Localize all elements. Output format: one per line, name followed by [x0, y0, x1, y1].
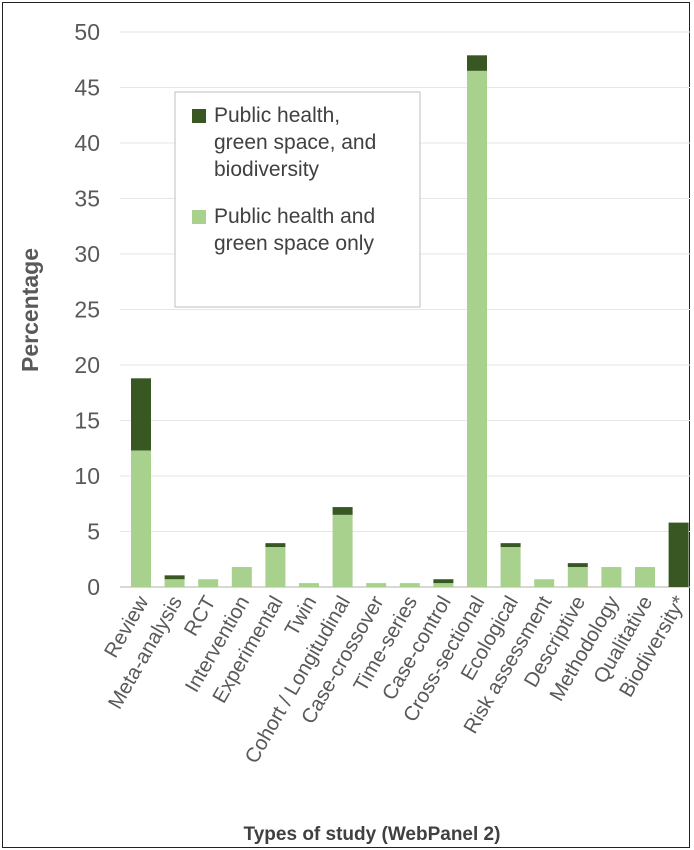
y-tick-label: 45 — [74, 75, 100, 101]
bar-segment-green-space-only — [601, 567, 622, 587]
bar-segment-with-biodiversity — [668, 522, 689, 587]
bar-segment-with-biodiversity — [433, 579, 454, 584]
legend-swatch — [192, 210, 206, 224]
y-tick-label: 50 — [74, 19, 100, 45]
y-tick-label: 35 — [74, 186, 100, 212]
bar-segment-green-space-only — [433, 583, 454, 587]
legend-label: biodiversity — [214, 158, 320, 181]
legend: Public health, green space, and biodiversi… — [174, 91, 421, 308]
bar-segment-green-space-only — [265, 547, 286, 587]
y-tick-label: 20 — [74, 352, 100, 378]
y-tick-label: 10 — [74, 463, 100, 489]
y-tick-label: 5 — [87, 519, 100, 545]
bar-segment-green-space-only — [299, 583, 319, 587]
bar-segment-with-biodiversity — [164, 575, 185, 580]
bars — [131, 55, 689, 588]
bar-segment-with-biodiversity — [332, 507, 353, 515]
y-axis-label: Percentage — [17, 248, 43, 372]
x-axis-tick-labels: ReviewMeta-analysisRCTInterventionExperi… — [100, 591, 691, 767]
gridlines — [120, 31, 690, 532]
bar-segment-green-space-only — [164, 579, 185, 587]
bar-segment-with-biodiversity — [467, 55, 487, 71]
y-axis-tick-labels: 0 5 10 15 20 25 30 35 40 45 50 — [74, 19, 100, 600]
legend-label: Public health and — [214, 205, 375, 228]
bar-segment-with-biodiversity — [500, 543, 521, 548]
legend-box — [174, 91, 421, 308]
y-tick-label: 15 — [74, 408, 100, 434]
bar-segment-with-biodiversity — [265, 543, 286, 548]
bar-segment-with-biodiversity — [131, 378, 151, 451]
legend-swatch — [192, 109, 206, 123]
bar-segment-green-space-only — [131, 450, 151, 587]
y-tick-label: 40 — [74, 130, 100, 156]
bar-segment-green-space-only — [332, 514, 353, 587]
bar-segment-green-space-only — [399, 583, 420, 587]
y-tick-label: 30 — [74, 241, 100, 267]
bar-segment-green-space-only — [500, 547, 521, 587]
legend-label: Public health, — [214, 104, 340, 127]
legend-label: green space, and — [214, 131, 376, 154]
bar-segment-green-space-only — [198, 579, 219, 587]
bar-segment-green-space-only — [366, 583, 387, 587]
bar-segment-green-space-only — [231, 567, 252, 587]
bar-segment-with-biodiversity — [567, 563, 588, 568]
bar-segment-green-space-only — [467, 70, 487, 588]
bar-segment-green-space-only — [635, 567, 655, 587]
y-tick-label: 0 — [87, 574, 100, 600]
bar-segment-green-space-only — [567, 567, 588, 587]
bar-segment-green-space-only — [534, 579, 555, 587]
y-tick-label: 25 — [74, 297, 100, 323]
x-axis-label: Types of study (WebPanel 2) — [244, 824, 501, 845]
legend-label: green space only — [214, 232, 374, 255]
